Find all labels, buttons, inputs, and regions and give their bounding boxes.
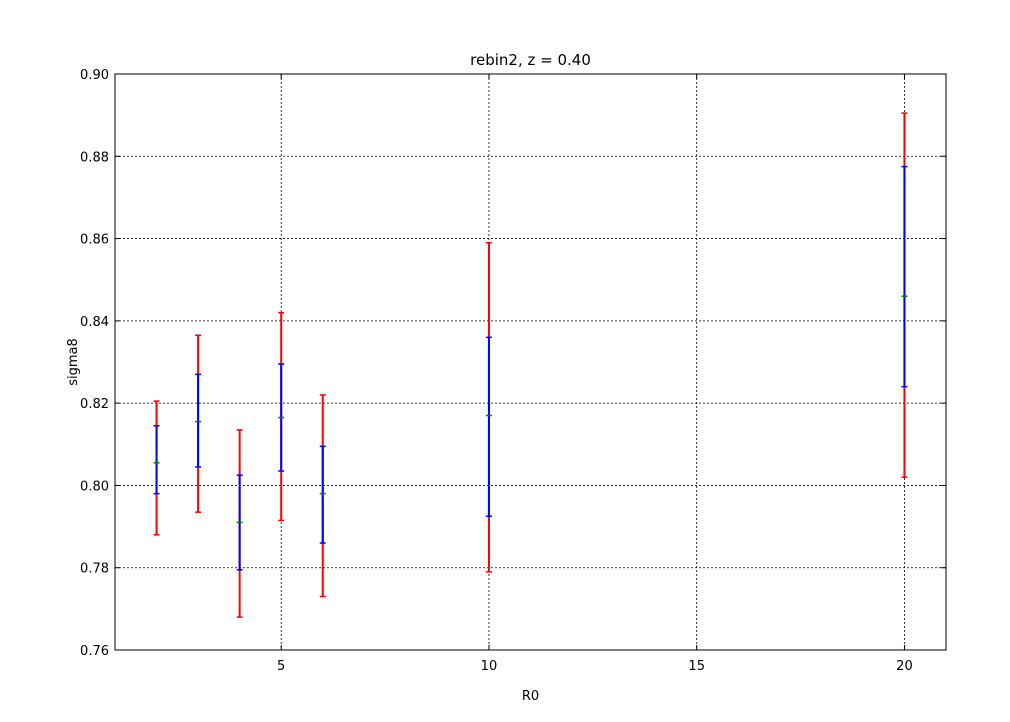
y-tick-label: 0.76 — [80, 644, 109, 659]
chart-title: rebin2, z = 0.40 — [470, 51, 591, 69]
series-layer — [153, 112, 908, 618]
y-tick-label: 0.84 — [80, 315, 109, 330]
x-tick-label: 20 — [896, 659, 913, 674]
y-tick-label: 0.88 — [80, 150, 109, 165]
tick-layer: 5 10 15 20 0.76 0.78 0.80 0.82 0.84 0.86 0.88 0.90 — [80, 68, 946, 674]
y-tick-label: 0.86 — [80, 233, 109, 248]
x-axis-label: R0 — [522, 689, 539, 704]
series-2 — [153, 295, 908, 524]
y-tick-label: 0.78 — [80, 562, 109, 577]
y-tick-label: 0.80 — [80, 479, 109, 494]
y-tick-label: 0.90 — [80, 68, 109, 83]
plot-frame — [114, 73, 947, 651]
y-axis-label: sigma8 — [66, 338, 81, 386]
x-tick-label: 10 — [481, 659, 498, 674]
y-tick-label: 0.82 — [80, 397, 109, 412]
x-tick-label: 15 — [688, 659, 705, 674]
x-tick-label: 5 — [277, 659, 285, 674]
